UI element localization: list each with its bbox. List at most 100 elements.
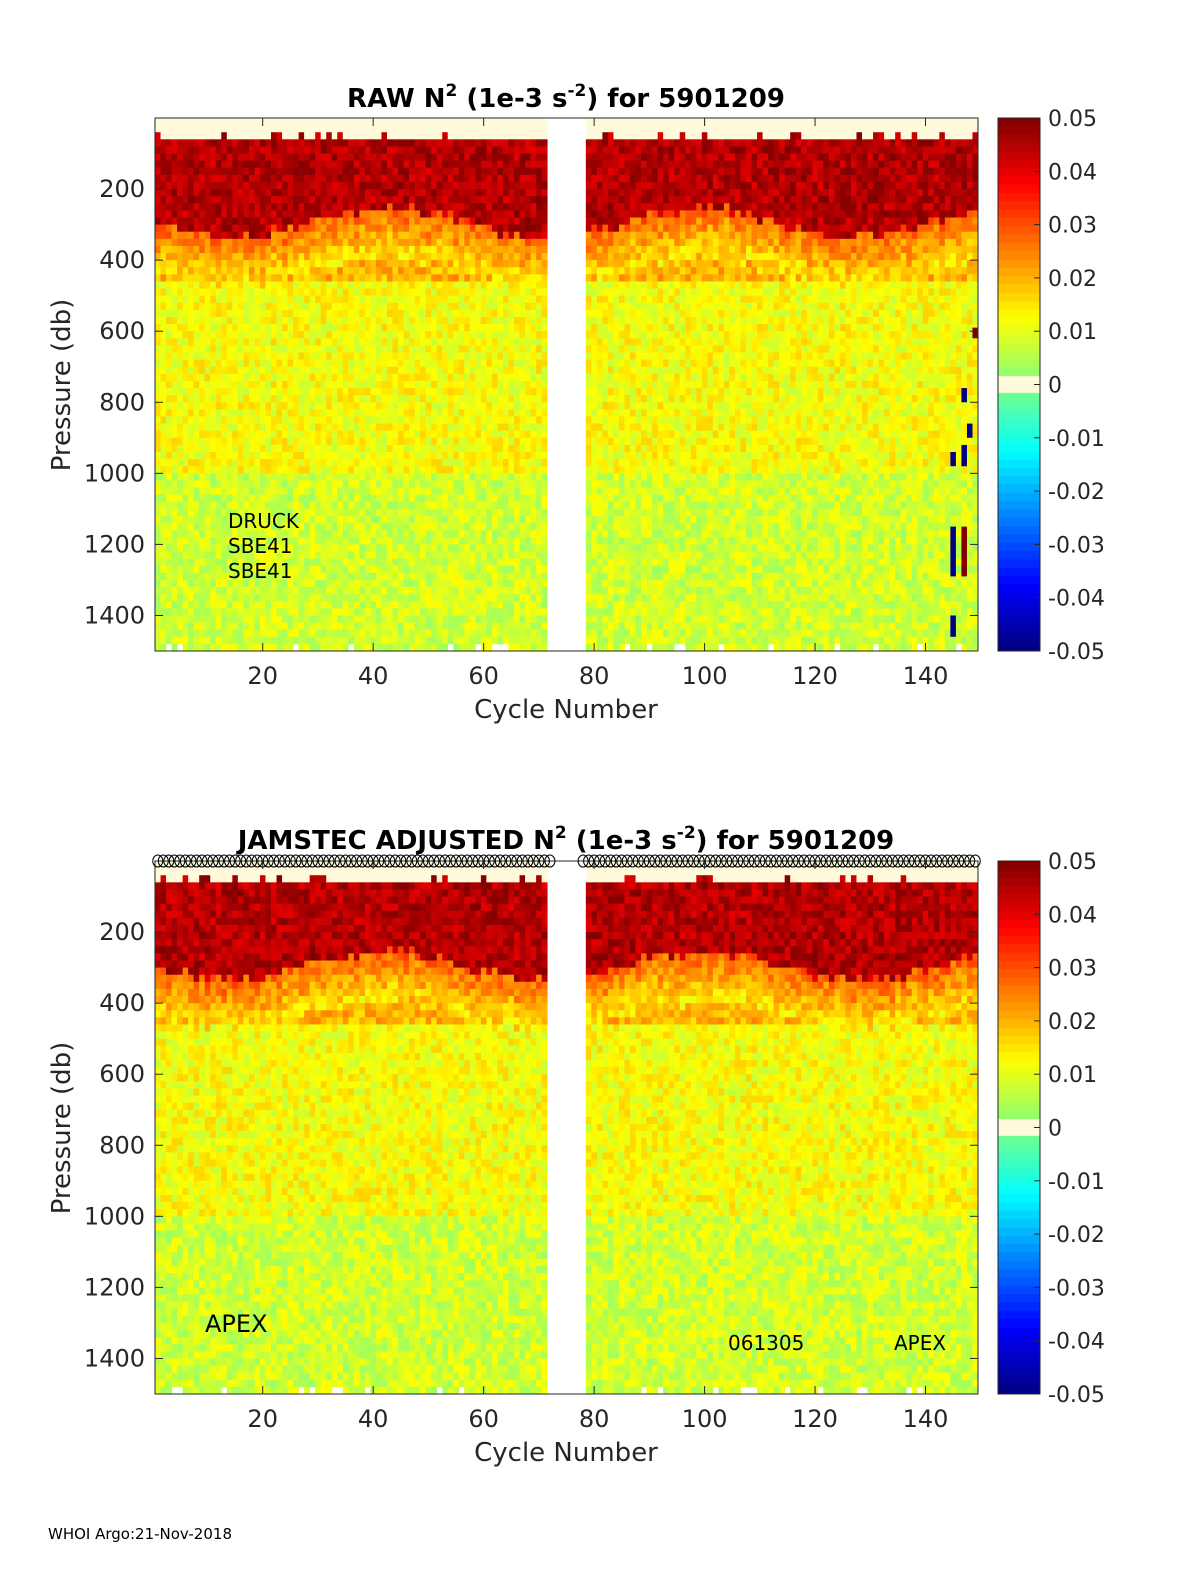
heatmap-cell <box>453 139 460 147</box>
heatmap-cell <box>475 416 482 424</box>
heatmap-cell <box>431 253 438 261</box>
heatmap-cell <box>304 459 311 467</box>
heatmap-cell <box>464 416 471 424</box>
heatmap-cell <box>259 125 266 133</box>
heatmap-cell <box>502 452 509 460</box>
heatmap-cell <box>182 444 189 453</box>
heatmap-cell <box>210 295 217 304</box>
heatmap-cell <box>298 501 305 510</box>
heatmap-cell <box>237 224 244 233</box>
heatmap-cell <box>386 238 393 247</box>
heatmap-cell <box>436 643 443 652</box>
heatmap-cell <box>386 430 393 439</box>
heatmap-cell <box>270 224 277 233</box>
heatmap-cell <box>155 167 161 176</box>
heatmap-cell <box>519 224 526 233</box>
heatmap-cell <box>304 316 311 325</box>
heatmap-cell <box>386 601 393 609</box>
heatmap-cell <box>210 245 217 254</box>
heatmap-cell <box>436 409 443 417</box>
heatmap-cell <box>425 359 432 368</box>
heatmap-cell <box>342 345 349 353</box>
heatmap-cell <box>177 473 184 481</box>
heatmap-cell <box>182 253 189 261</box>
heatmap-cell <box>243 295 250 304</box>
heatmap-cell <box>442 416 449 424</box>
heatmap-cell <box>265 508 272 517</box>
heatmap-cell <box>315 494 322 503</box>
heatmap-cell <box>519 196 526 204</box>
heatmap-cell <box>414 132 421 140</box>
heatmap-cell <box>508 380 515 389</box>
heatmap-cell <box>364 430 371 439</box>
heatmap-cell <box>453 523 460 531</box>
heatmap-cell <box>155 608 161 616</box>
heatmap-cell <box>464 160 471 169</box>
heatmap-cell <box>199 295 206 304</box>
heatmap-cell <box>259 409 266 417</box>
heatmap-cell <box>204 409 211 417</box>
heatmap-cell <box>381 565 388 574</box>
heatmap-cell <box>508 437 515 446</box>
heatmap-cell <box>458 622 465 631</box>
heatmap-cell <box>204 267 211 275</box>
heatmap-cell <box>475 437 482 446</box>
heatmap-cell <box>364 579 371 588</box>
heatmap-cell <box>326 409 333 417</box>
heatmap-cell <box>287 153 294 162</box>
heatmap-cell <box>447 494 454 503</box>
heatmap-cell <box>453 153 460 162</box>
heatmap-cell <box>458 118 465 126</box>
heatmap-cell <box>469 409 476 417</box>
heatmap-cell <box>359 551 366 560</box>
heatmap-cell <box>204 452 211 460</box>
heatmap-cell <box>177 260 184 268</box>
heatmap-cell <box>320 494 327 503</box>
heatmap-cell <box>193 601 200 609</box>
heatmap-cell <box>331 132 338 140</box>
heatmap-cell <box>237 501 244 510</box>
heatmap-cell <box>386 523 393 531</box>
heatmap-cell <box>364 316 371 325</box>
heatmap-cell <box>497 501 504 510</box>
heatmap-cell <box>469 174 476 183</box>
heatmap-cell <box>293 253 300 261</box>
heatmap-cell <box>177 238 184 247</box>
heatmap-cell <box>315 373 322 382</box>
heatmap-cell <box>370 359 377 368</box>
heatmap-cell <box>282 565 288 574</box>
heatmap-cell <box>491 572 498 581</box>
heatmap-cell <box>508 125 515 133</box>
heatmap-cell <box>464 551 471 560</box>
heatmap-cell <box>276 167 283 176</box>
heatmap-cell <box>188 629 195 638</box>
heatmap-cell <box>469 466 476 474</box>
heatmap-cell <box>226 217 233 225</box>
heatmap-cell <box>469 487 476 496</box>
heatmap-cell <box>409 480 415 488</box>
heatmap-cell <box>359 388 366 396</box>
heatmap-cell <box>243 181 250 190</box>
heatmap-cell <box>453 167 460 176</box>
heatmap-cell <box>155 558 161 567</box>
heatmap-cell <box>320 281 327 289</box>
heatmap-cell <box>431 430 438 439</box>
heatmap-cell <box>326 430 333 439</box>
heatmap-cell <box>409 608 415 616</box>
heatmap-cell <box>386 174 393 183</box>
heatmap-cell <box>453 594 460 602</box>
heatmap-cell <box>265 373 272 382</box>
heatmap-cell <box>188 402 195 410</box>
heatmap-cell <box>155 231 161 240</box>
heatmap-cell <box>508 452 515 460</box>
heatmap-cell <box>331 430 338 439</box>
heatmap-cell <box>425 423 432 432</box>
heatmap-cell <box>243 594 250 602</box>
heatmap-cell <box>442 530 449 538</box>
heatmap-cell <box>182 189 189 197</box>
heatmap-cell <box>282 579 288 588</box>
heatmap-cell <box>177 352 184 361</box>
heatmap-cell <box>514 160 520 169</box>
heatmap-cell <box>502 373 509 382</box>
heatmap-cell <box>420 444 427 453</box>
